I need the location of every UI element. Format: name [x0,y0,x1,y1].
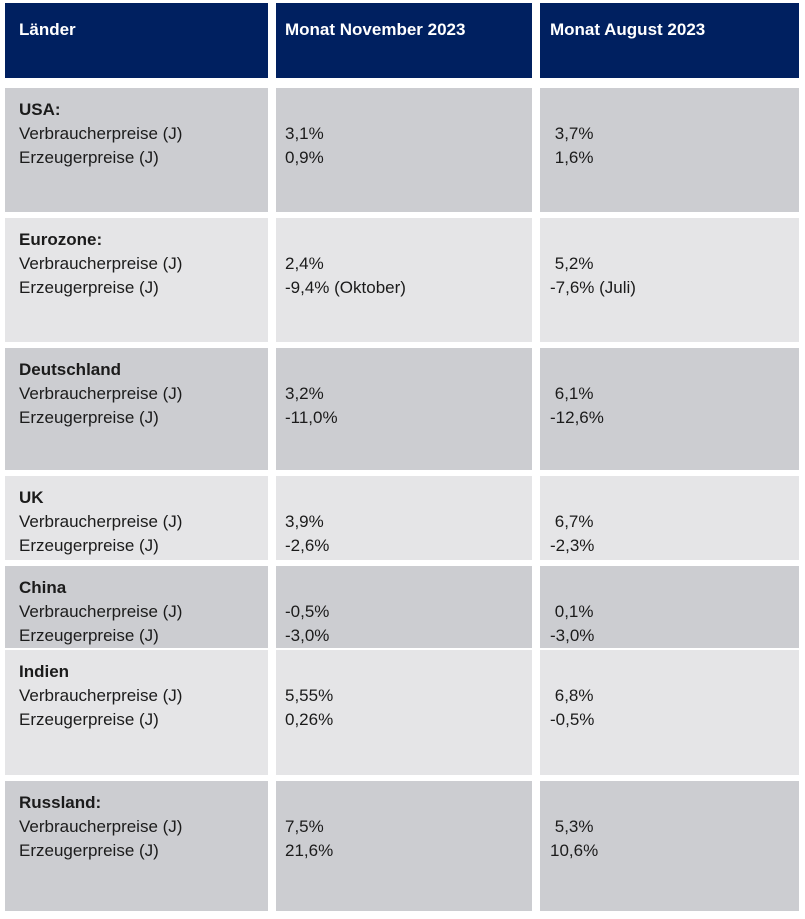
spacer-line [285,98,532,122]
country-name: Russland: [19,793,102,812]
country-cell: Eurozone: Verbraucherpreise (J) Erzeuger… [5,218,268,342]
country-name: Eurozone: [19,230,103,249]
august-value-cell: 6,1% -12,6% [540,348,799,470]
value: 5,2% [550,254,594,273]
spacer-line [550,660,799,684]
table-row-russland: Russland: Verbraucherpreise (J) Erzeuger… [5,781,800,911]
metric-label: Erzeugerpreise (J) [19,841,159,860]
august-value-cell: 6,7% -2,3% [540,476,799,560]
value: 3,2% [285,384,324,403]
spacer-line [550,486,799,510]
value: 5,3% [550,817,594,836]
metric-label: Erzeugerpreise (J) [19,408,159,427]
spacer-line [550,576,799,600]
spacer-line [550,228,799,252]
august-value-cell: 6,8% -0,5% [540,650,799,775]
value: 21,6% [285,841,334,860]
column-header-label: Monat August 2023 [550,20,706,39]
spacer-line [285,791,532,815]
metric-label: Erzeugerpreise (J) [19,148,159,167]
value: 0,26% [285,710,334,729]
table-row-indien: Indien Verbraucherpreise (J) Erzeugerpre… [5,650,800,775]
metric-label: Erzeugerpreise (J) [19,536,159,555]
value: -7,6% (Juli) [550,278,636,297]
value: 5,55% [285,686,334,705]
metric-label: Verbraucherpreise (J) [19,254,183,273]
country-name: UK [19,488,44,507]
metric-label: Erzeugerpreise (J) [19,626,159,645]
country-cell: USA: Verbraucherpreise (J) Erzeugerpreis… [5,88,268,212]
value: 6,7% [550,512,594,531]
value: 3,9% [285,512,324,531]
value: 0,1% [550,602,594,621]
spacer-line [285,228,532,252]
value: -2,3% [550,536,595,555]
spacer-line [550,358,799,382]
value: -12,6% [550,408,604,427]
november-value-cell: -0,5% -3,0% [276,566,532,648]
november-value-cell: 3,2% -11,0% [276,348,532,470]
august-value-cell: 5,3% 10,6% [540,781,799,911]
country-cell: China Verbraucherpreise (J) Erzeugerprei… [5,566,268,648]
value: -3,0% [550,626,595,645]
column-header-label: Länder [19,20,76,39]
table-row-uk: UK Verbraucherpreise (J) Erzeugerpreise … [5,476,800,560]
table-row-deutschland: Deutschland Verbraucherpreise (J) Erzeug… [5,348,800,470]
august-value-cell: 0,1% -3,0% [540,566,799,648]
november-value-cell: 3,1% 0,9% [276,88,532,212]
spacer-line [285,660,532,684]
country-name: China [19,578,67,597]
metric-label: Erzeugerpreise (J) [19,710,159,729]
column-header-label: Monat November 2023 [285,20,466,39]
value: -9,4% (Oktober) [285,278,406,297]
value: 0,9% [285,148,324,167]
table-row-usa: USA: Verbraucherpreise (J) Erzeugerpreis… [5,88,800,212]
metric-label: Verbraucherpreise (J) [19,817,183,836]
value: 3,1% [285,124,324,143]
value: 6,1% [550,384,594,403]
november-value-cell: 7,5% 21,6% [276,781,532,911]
country-cell: Russland: Verbraucherpreise (J) Erzeuger… [5,781,268,911]
value: -2,6% [285,536,330,555]
november-value-cell: 2,4% -9,4% (Oktober) [276,218,532,342]
value: 2,4% [285,254,324,273]
metric-label: Verbraucherpreise (J) [19,686,183,705]
value: -0,5% [285,602,330,621]
november-value-cell: 5,55% 0,26% [276,650,532,775]
country-cell: Deutschland Verbraucherpreise (J) Erzeug… [5,348,268,470]
august-value-cell: 3,7% 1,6% [540,88,799,212]
august-value-cell: 5,2% -7,6% (Juli) [540,218,799,342]
november-value-cell: 3,9% -2,6% [276,476,532,560]
metric-label: Verbraucherpreise (J) [19,124,183,143]
spacer-line [285,576,532,600]
value: 7,5% [285,817,324,836]
country-cell: Indien Verbraucherpreise (J) Erzeugerpre… [5,650,268,775]
value: 6,8% [550,686,594,705]
value: 3,7% [550,124,594,143]
metric-label: Erzeugerpreise (J) [19,278,159,297]
country-cell: UK Verbraucherpreise (J) Erzeugerpreise … [5,476,268,560]
country-name: Indien [19,662,70,681]
metric-label: Verbraucherpreise (J) [19,512,183,531]
value: -11,0% [285,408,338,427]
table-header-row: Länder Monat November 2023 Monat August … [5,3,800,78]
value: 1,6% [550,148,594,167]
table-row-eurozone: Eurozone: Verbraucherpreise (J) Erzeuger… [5,218,800,342]
table-row-china: China Verbraucherpreise (J) Erzeugerprei… [5,566,800,648]
metric-label: Verbraucherpreise (J) [19,602,183,621]
country-name: USA: [19,100,61,119]
value: -0,5% [550,710,595,729]
spacer-line [550,791,799,815]
country-name: Deutschland [19,360,122,379]
spacer-line [285,486,532,510]
value: 10,6% [550,841,599,860]
spacer-line [285,358,532,382]
header-cell-november: Monat November 2023 [276,3,532,78]
metric-label: Verbraucherpreise (J) [19,384,183,403]
header-cell-laender: Länder [5,3,268,78]
header-cell-august: Monat August 2023 [540,3,799,78]
spacer-line [550,98,799,122]
value: -3,0% [285,626,330,645]
